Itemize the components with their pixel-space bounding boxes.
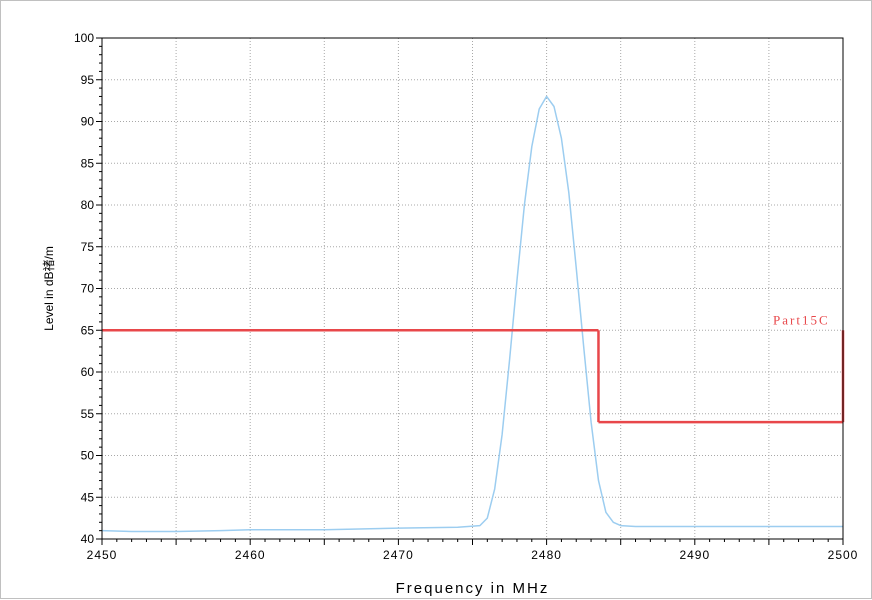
y-tick-label: 45 (81, 490, 95, 504)
y-tick-label: 85 (81, 156, 95, 170)
plot-area-border (101, 37, 844, 540)
x-tick-label: 2450 (87, 548, 118, 562)
x-axis-title: Frequency in MHz (396, 580, 550, 597)
y-tick-label: 80 (81, 198, 95, 212)
y-tick-label: 95 (81, 73, 95, 87)
y-tick-label: 65 (81, 323, 95, 337)
series-layer (101, 95, 843, 533)
y-tick-label: 50 (81, 449, 95, 463)
y-tick-label: 90 (81, 115, 95, 129)
x-tick-label: 2460 (235, 548, 266, 562)
x-tick-label: 2480 (531, 548, 562, 562)
y-tick-label: 40 (81, 532, 95, 546)
y-axis-ticks: 40 45 50 55 60 65 70 75 80 85 90 95 100 (74, 31, 102, 546)
y-tick-label: 60 (81, 365, 95, 379)
y-tick-label: 70 (81, 282, 95, 296)
y-tick-label: 100 (74, 31, 94, 45)
series-trace (101, 95, 843, 533)
y-tick-label: 55 (81, 407, 95, 421)
x-tick-label: 2470 (383, 548, 414, 562)
limit-line-label: Part15C (773, 312, 830, 327)
grid-lines (102, 38, 843, 539)
x-tick-label: 2500 (828, 548, 859, 562)
y-tick-label: 75 (81, 240, 95, 254)
y-axis-title: Level in dB禇/m (42, 246, 56, 331)
x-tick-label: 2490 (679, 548, 710, 562)
x-axis-ticks: 2450 2460 2470 2480 2490 2500 (87, 539, 859, 562)
